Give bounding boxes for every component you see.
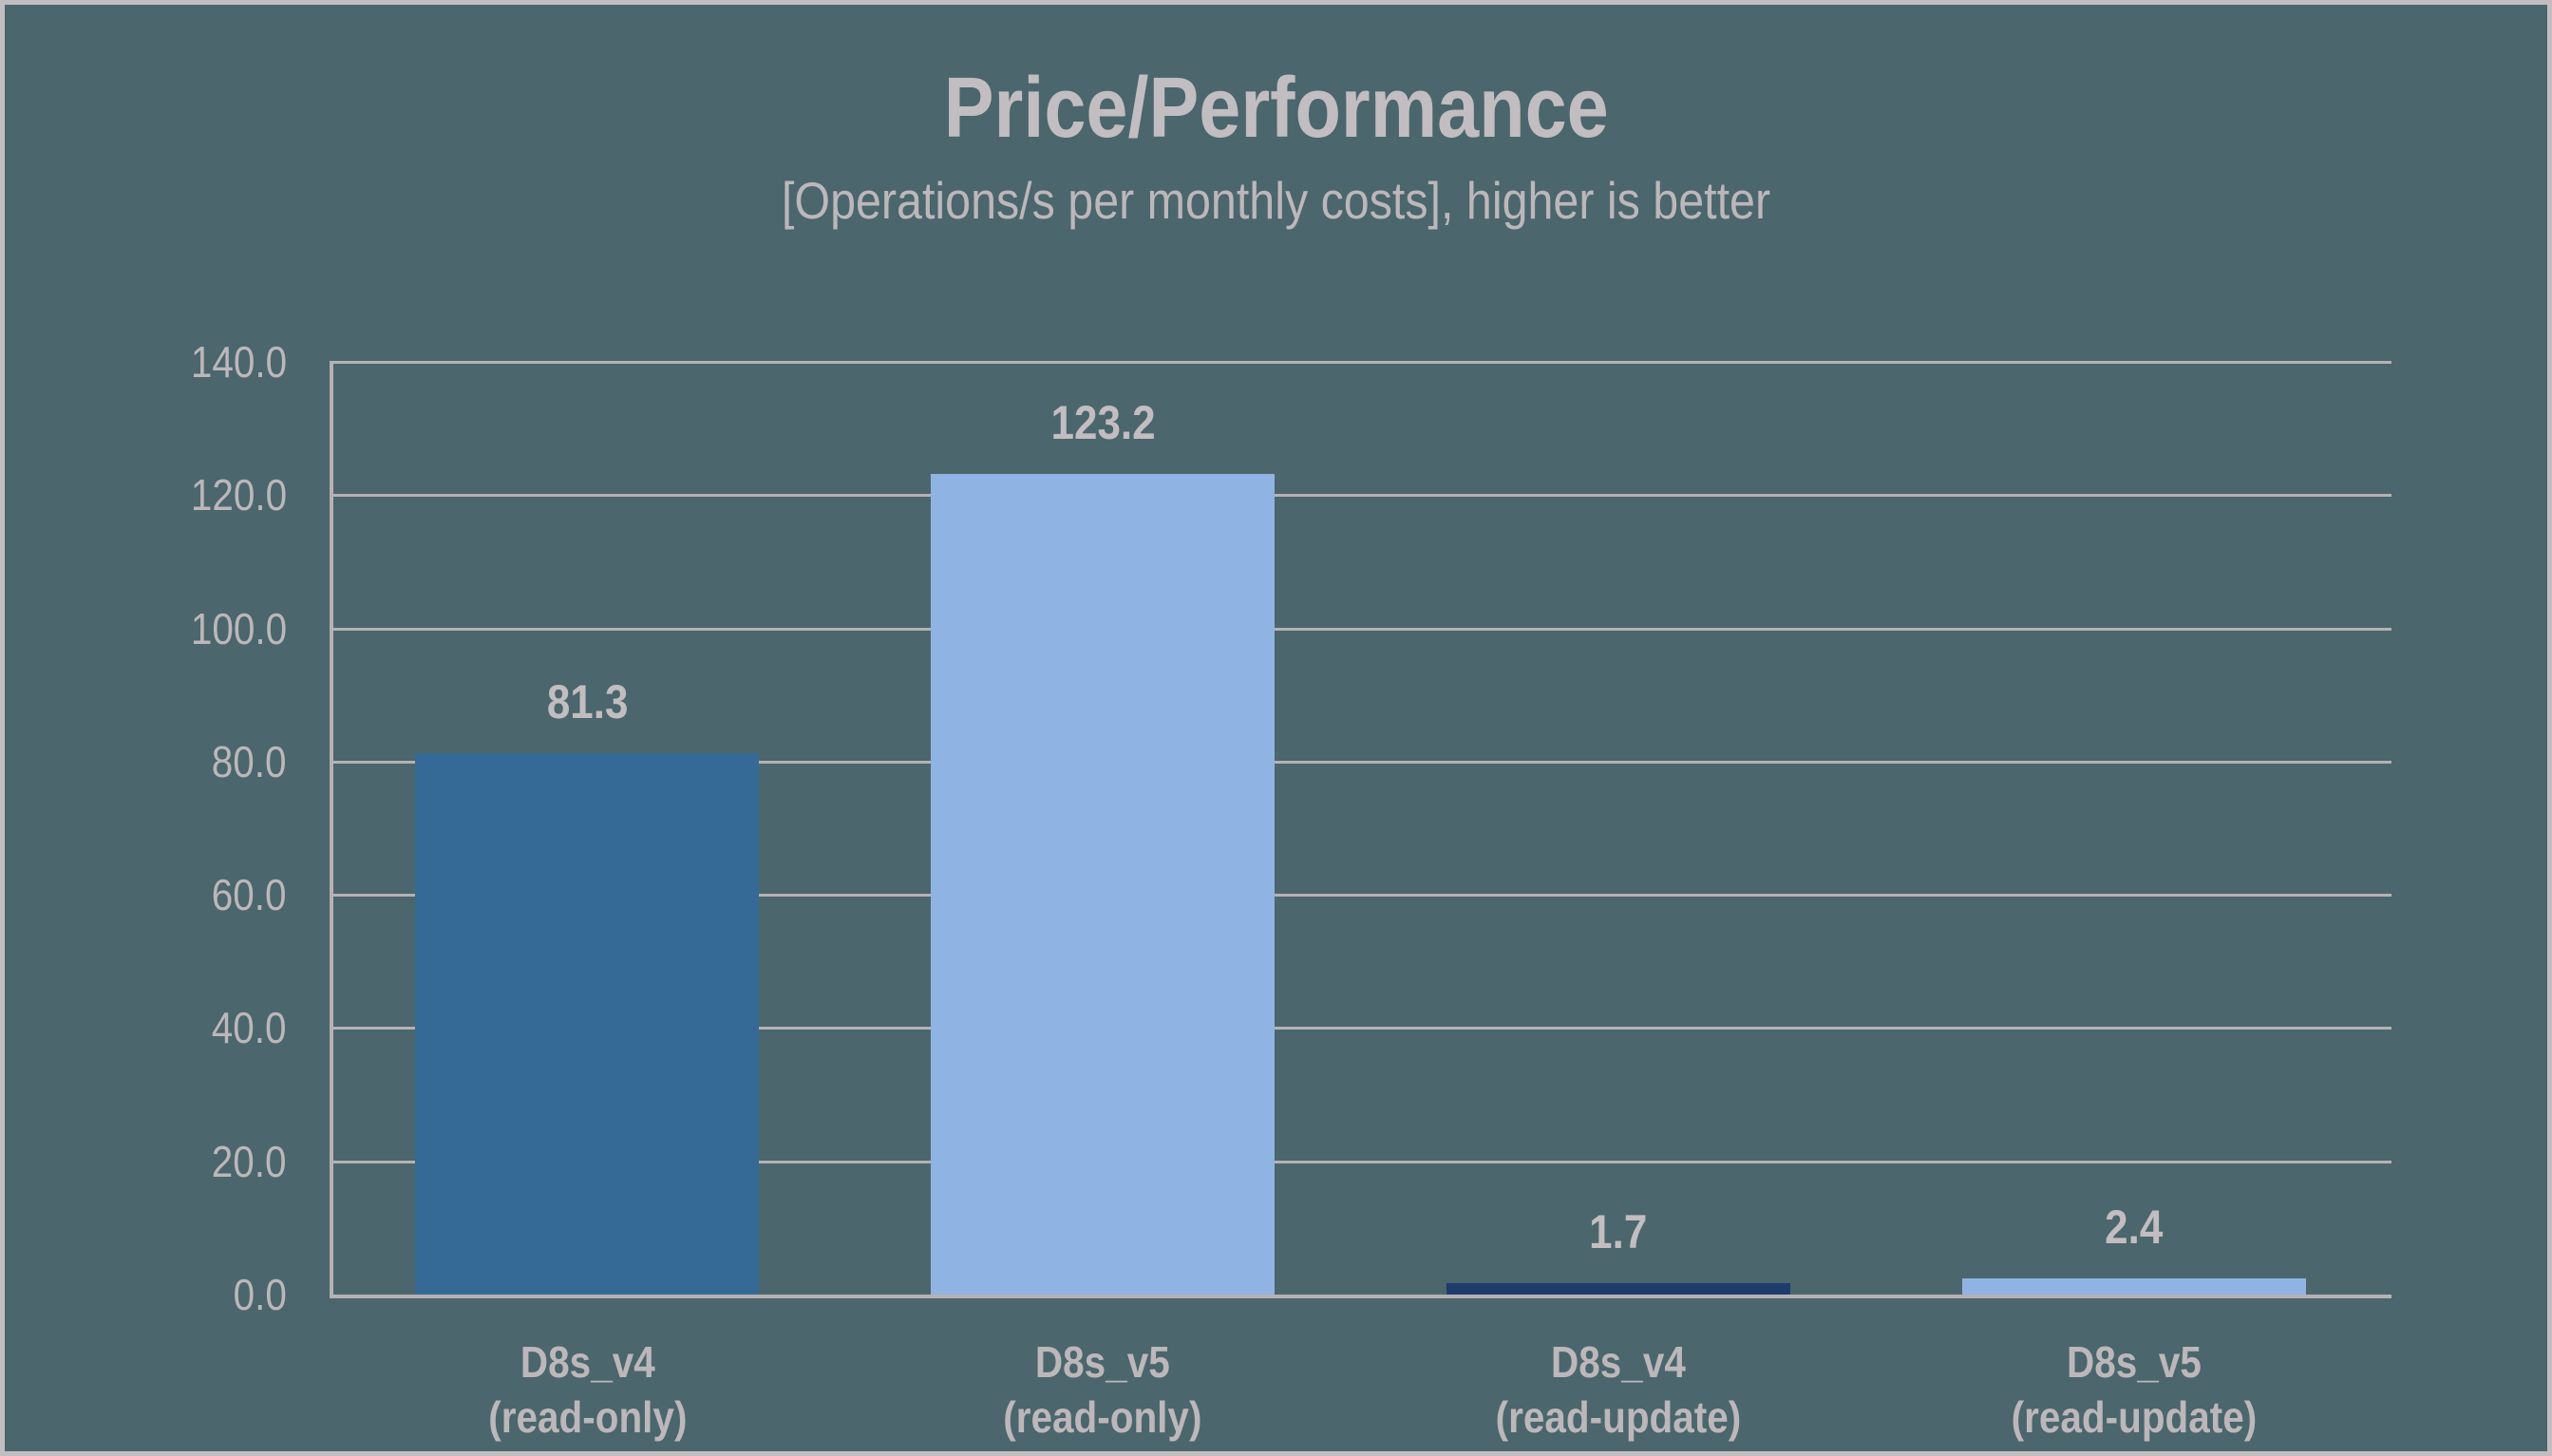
- gridline-100: [330, 627, 2391, 631]
- chart-title-row: Price/Performance: [5, 64, 2547, 154]
- chart-title: Price/Performance: [943, 61, 1609, 156]
- gridline-140: [330, 361, 2391, 364]
- x-tick-label-d8s-v4-read-update: D8s_v4 (read-update): [1361, 1334, 1877, 1446]
- y-tick-label: 20.0: [212, 1136, 287, 1186]
- bar-value-label: 2.4: [2105, 1201, 2164, 1255]
- y-tick-label: 100.0: [190, 603, 287, 653]
- y-tick-label: 60.0: [212, 870, 287, 920]
- x-tick-label-d8s-v4-read-only: D8s_v4 (read-only): [330, 1334, 845, 1446]
- gridline-120: [330, 494, 2391, 498]
- x-tick-text: D8s_v4 (read-update): [1495, 1337, 1742, 1443]
- x-tick-text: D8s_v4 (read-only): [487, 1337, 687, 1443]
- y-tick-label: 120.0: [190, 470, 287, 520]
- bar-value-label: 123.2: [1050, 395, 1156, 449]
- bar-group-d8s-v4-read-update: 1.7: [1361, 362, 1877, 1295]
- bar-value-label: 1.7: [1589, 1205, 1648, 1259]
- y-tick-label: 80.0: [212, 736, 287, 786]
- bar-group-d8s-v5-read-only: 123.2: [845, 362, 1361, 1295]
- y-axis-line: [330, 361, 333, 1298]
- gridline-80: [330, 760, 2391, 764]
- y-tick-label: 140.0: [190, 337, 287, 387]
- chart-subtitle-row: [Operations/s per monthly costs], higher…: [5, 172, 2547, 230]
- x-tick-label-d8s-v5-read-only: D8s_v5 (read-only): [845, 1334, 1361, 1446]
- bar-d8s-v4-read-only: [415, 752, 760, 1295]
- bar-value-label: 81.3: [546, 674, 629, 728]
- gridline-40: [330, 1027, 2391, 1031]
- y-tick-label: 0.0: [233, 1270, 287, 1319]
- bar-d8s-v5-read-update: [1961, 1278, 2306, 1295]
- gridline-20: [330, 1160, 2391, 1163]
- bar-group-d8s-v5-read-update: 2.4: [1876, 362, 2391, 1295]
- chart-subtitle: [Operations/s per monthly costs], higher…: [781, 171, 1771, 230]
- x-tick-text: D8s_v5 (read-only): [1003, 1337, 1202, 1443]
- x-tick-text: D8s_v5 (read-update): [2011, 1337, 2257, 1443]
- x-axis-line: [330, 1295, 2391, 1298]
- bar-d8s-v5-read-only: [931, 473, 1276, 1295]
- y-tick-label: 40.0: [212, 1003, 287, 1053]
- plot-area: 140.0 120.0 100.0 80.0 60.0 40.0 20.0 0.…: [191, 337, 2391, 1442]
- bar-group-d8s-v4-read-only: 81.3: [330, 362, 845, 1295]
- bar-d8s-v4-read-update: [1446, 1283, 1790, 1295]
- gridline-60: [330, 894, 2391, 898]
- x-tick-label-d8s-v5-read-update: D8s_v5 (read-update): [1876, 1334, 2391, 1446]
